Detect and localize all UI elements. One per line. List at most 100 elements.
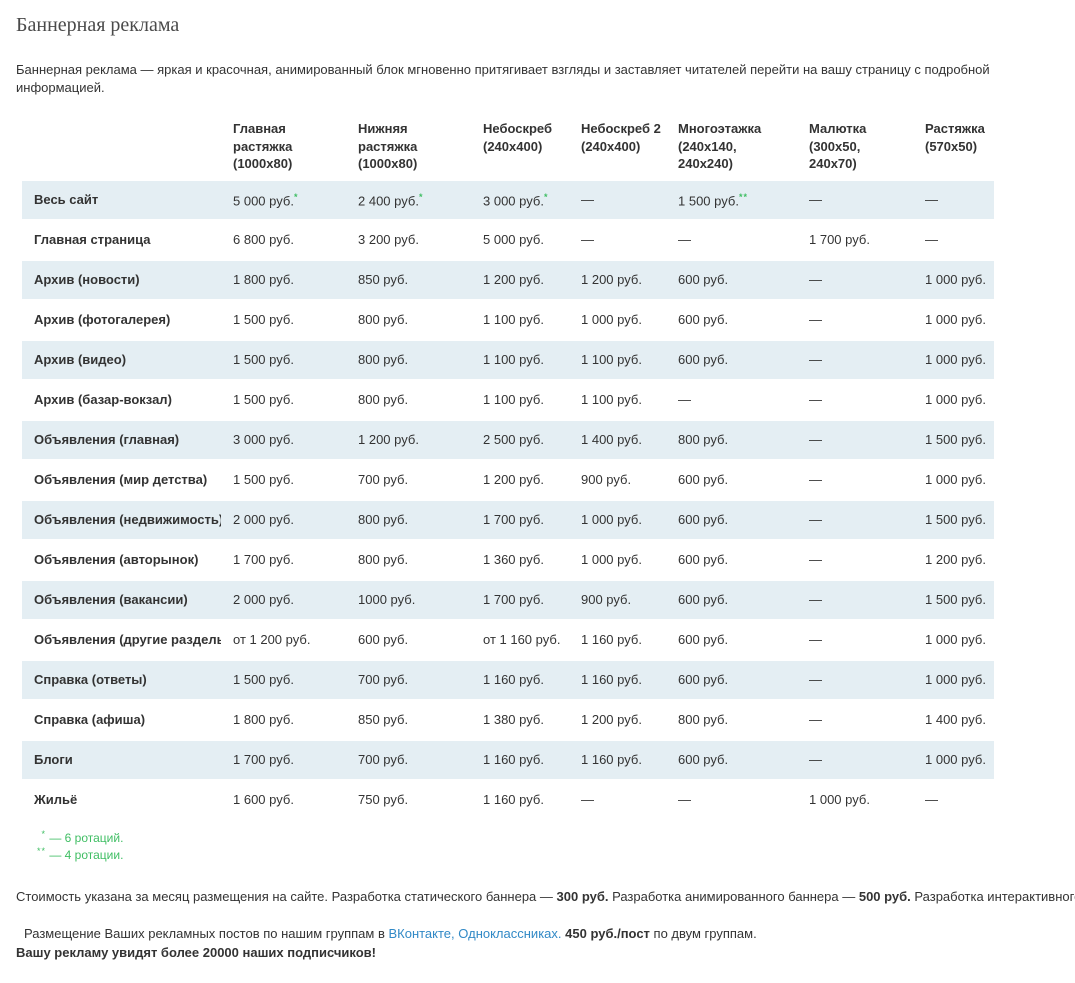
row-label: Архив (базар-вокзал) xyxy=(34,392,172,408)
footnote: ** — 4 ротации. xyxy=(32,846,1061,864)
cost-note: Стоимость указана за месяц размещения на… xyxy=(16,888,1075,906)
price-cell: от 1 160 руб. xyxy=(483,632,561,648)
table-row: Справка (ответы) 1 500 руб. 700 руб. 1 160 … xyxy=(22,660,994,699)
price-cell: — xyxy=(797,420,913,459)
price-cell: — xyxy=(809,552,822,568)
footnote-marker: ** xyxy=(36,846,46,857)
bold-price: 500 руб. xyxy=(858,888,911,904)
price-cell: 600 руб. xyxy=(678,472,729,488)
footnote: * — 6 ротаций. xyxy=(32,829,1061,847)
page-title: Баннерная реклама xyxy=(16,14,180,36)
table-row: Объявления (авторынок) 1 700 руб. 800 руб.… xyxy=(22,541,994,579)
price-cell: 1 200 руб. xyxy=(581,712,642,728)
price-cell: 1 500 руб. xyxy=(221,660,346,699)
price-cell: 1 800 руб. xyxy=(233,712,294,728)
price-cell: 1 000 руб. xyxy=(925,392,986,408)
price-cell: 1 160 руб. xyxy=(471,740,569,779)
price-cell: 700 руб. xyxy=(358,472,409,488)
row-label: Блоги xyxy=(22,740,221,779)
price-cell: 600 руб. xyxy=(678,552,729,568)
price-cell: 1 100 руб. xyxy=(569,340,666,379)
row-label: Жильё xyxy=(34,792,78,808)
table-row: Объявления (недвижимость) 2 000 руб. 800 р… xyxy=(22,500,994,539)
price-cell: 1 000 руб. xyxy=(913,260,994,299)
price-cell: 1 000 руб. xyxy=(569,500,666,539)
table-row: Объявления (другие разделы) от 1 200 руб.… xyxy=(22,621,994,659)
table-row: Объявления (мир детства) 1 500 руб. 700 ру… xyxy=(22,461,994,499)
row-label: Архив (фотогалерея) xyxy=(34,312,171,328)
price-cell: — xyxy=(797,580,913,619)
price-cell: 1 000 руб. xyxy=(925,632,986,648)
price-cell: 1 000 руб. xyxy=(809,792,870,808)
price-cell: — xyxy=(797,500,913,539)
rotation-marker: * xyxy=(543,191,549,202)
price-cell: — xyxy=(581,792,594,808)
price-cell: — xyxy=(581,232,594,248)
row-label: Архив (видео) xyxy=(22,340,221,379)
price-cell: 6 800 руб. xyxy=(233,232,294,248)
price-cell: 1 100 руб. xyxy=(483,392,544,408)
table-row: Объявления (главная) 3 000 руб. 1 200 руб.… xyxy=(22,420,994,459)
footnote-marker: * xyxy=(41,828,46,839)
price-cell: 1 700 руб. xyxy=(471,580,569,619)
price-cell: 1 200 руб. xyxy=(925,552,986,568)
column-header-label: Многоэтажка xyxy=(678,121,762,137)
price-cell: 1 500 руб. xyxy=(233,472,294,488)
price-cell: 900 руб. xyxy=(581,472,632,488)
rotation-footnotes: * — 6 ротаций. ** — 4 ротации. xyxy=(32,829,1061,864)
column-header: Малютка (300x50, 240x70) xyxy=(797,108,913,179)
price-cell: 600 руб. xyxy=(666,580,797,619)
text-segment: по двум группам. xyxy=(649,926,757,942)
price-cell: 2 000 руб. xyxy=(221,580,346,619)
price-cell: 800 руб. xyxy=(358,552,409,568)
banner-pricing-table: Главная растяжка (1000x80) Нижняя растяжка… xyxy=(22,106,994,821)
price-cell: 1 000 руб. xyxy=(925,312,986,328)
vkontakte-link[interactable]: ВКонтакте, xyxy=(388,926,455,942)
price-cell: — xyxy=(809,392,822,408)
row-label: Справка (ответы) xyxy=(22,660,221,699)
column-header: Многоэтажка (240x140, 240x240) xyxy=(666,108,797,179)
column-header-size: (300x50, 240x70) xyxy=(809,138,861,172)
price-cell: 800 руб. xyxy=(346,340,471,379)
odnoklassniki-link[interactable]: Одноклассниках. xyxy=(458,926,562,942)
price-cell: 600 руб. xyxy=(666,740,797,779)
bold-price: 300 руб. xyxy=(556,888,609,904)
price-cell: 1000 руб. xyxy=(346,580,471,619)
price-cell: 1 100 руб. xyxy=(483,312,544,328)
price-cell: 1 700 руб. xyxy=(221,740,346,779)
price-cell: 5 000 руб. xyxy=(483,232,544,248)
row-label: Объявления (другие разделы) xyxy=(34,632,221,648)
price-cell: — xyxy=(797,660,913,699)
price-cell: 800 руб. xyxy=(346,500,471,539)
column-header-label: Главная растяжка xyxy=(233,121,293,154)
price-cell: — xyxy=(797,260,913,299)
price-cell: 600 руб. xyxy=(678,312,729,328)
price-cell: 1 400 руб. xyxy=(925,712,986,728)
price-cell: 2 400 руб.* xyxy=(346,180,471,219)
price-cell: 1 000 руб. xyxy=(581,312,642,328)
price-cell: 1 500 руб. xyxy=(913,420,994,459)
table-header: Главная растяжка (1000x80) Нижняя растяжка… xyxy=(22,108,994,179)
column-header: Небоскреб (240x400) xyxy=(471,108,569,179)
price-cell: 1 000 руб. xyxy=(581,552,642,568)
price-cell: 1 700 руб. xyxy=(233,552,294,568)
table-row: Архив (базар-вокзал) 1 500 руб. 800 руб. 1 … xyxy=(22,381,994,419)
social-note: Размещение Ваших рекламных постов по наш… xyxy=(16,925,1061,963)
price-cell: — xyxy=(809,712,822,728)
row-label: Объявления (вакансии) xyxy=(22,580,221,619)
row-label: Объявления (недвижимость) xyxy=(22,500,221,539)
price-cell: — xyxy=(797,340,913,379)
text-segment: Размещение Ваших рекламных постов по наш… xyxy=(24,926,389,942)
price-cell: — xyxy=(809,312,822,328)
column-header-size: (240x140, 240x240) xyxy=(678,138,737,172)
price-cell: 1 500 руб.** xyxy=(666,180,797,219)
price-cell: 2 000 руб. xyxy=(221,500,346,539)
price-cell: 1 200 руб. xyxy=(569,260,666,299)
price-cell: 3 200 руб. xyxy=(358,232,419,248)
price-cell: 1 000 руб. xyxy=(913,340,994,379)
price-cell: 850 руб. xyxy=(346,260,471,299)
row-label: Архив (новости) xyxy=(22,260,221,299)
price-cell: — xyxy=(678,792,691,808)
column-header-label: Растяжка xyxy=(925,121,985,137)
